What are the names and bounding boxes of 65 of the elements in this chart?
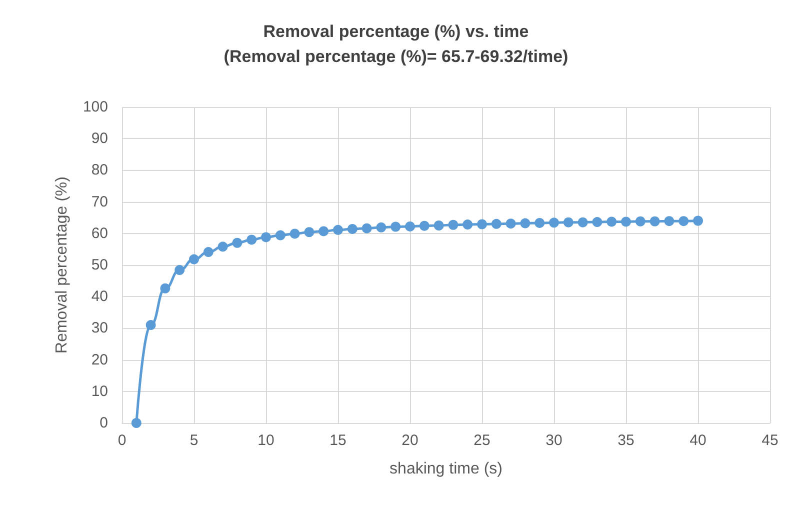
point	[419, 220, 430, 231]
point	[434, 220, 444, 230]
point	[376, 222, 386, 232]
point	[534, 218, 545, 228]
x-tick-label: 5	[190, 432, 198, 449]
point	[232, 238, 242, 248]
y-tick-label: 30	[91, 320, 108, 337]
x-tick-label: 35	[618, 432, 634, 449]
x-tick-label: 20	[402, 432, 418, 449]
y-tick-label: 60	[91, 224, 108, 242]
y-tick-label: 80	[91, 162, 108, 179]
x-tick-label: 15	[330, 432, 346, 449]
point	[664, 216, 674, 226]
y-tick-label: 10	[91, 382, 108, 400]
point	[506, 218, 516, 229]
point	[405, 221, 415, 232]
point	[246, 234, 257, 245]
point	[448, 220, 458, 230]
y-tick-label: 0	[100, 414, 108, 432]
x-tick-label: 45	[762, 432, 778, 449]
y-tick-label: 90	[91, 130, 108, 148]
point	[693, 216, 703, 226]
point	[477, 219, 487, 230]
point	[189, 254, 199, 264]
x-tick-label: 0	[118, 432, 126, 449]
x-tick-label: 40	[690, 432, 706, 449]
x-tick-label: 10	[258, 432, 274, 449]
point	[563, 217, 574, 228]
y-tick-label: 70	[91, 193, 108, 210]
chart-subtitle: (Removal percentage (%)= 65.7-69.32/time)	[224, 47, 568, 66]
point	[333, 224, 343, 235]
point	[578, 217, 588, 228]
point	[520, 218, 530, 228]
point	[491, 218, 502, 229]
y-tick-label: 40	[91, 288, 108, 306]
point	[606, 216, 617, 227]
point	[174, 265, 185, 276]
x-tick-label: 30	[546, 432, 562, 449]
point	[549, 218, 559, 228]
point	[131, 418, 142, 428]
point	[203, 247, 214, 258]
point	[390, 222, 401, 232]
point	[275, 230, 286, 240]
point	[678, 216, 689, 226]
point	[462, 220, 473, 230]
y-axis-title: Removal percentage (%)	[54, 176, 70, 354]
point	[160, 283, 170, 294]
chart-title: Removal percentage (%) vs. time	[263, 22, 529, 41]
point	[347, 224, 358, 234]
point	[218, 242, 228, 252]
point	[650, 216, 660, 226]
point	[304, 227, 314, 238]
point	[318, 226, 329, 236]
point	[261, 232, 271, 242]
point	[621, 216, 631, 227]
y-tick-label: 50	[91, 256, 108, 274]
point	[146, 320, 156, 330]
point	[592, 217, 602, 228]
y-tick-label: 20	[91, 351, 108, 368]
y-tick-label: 100	[82, 98, 108, 116]
x-tick-label: 25	[474, 432, 490, 449]
point	[635, 216, 646, 226]
point	[290, 228, 300, 239]
x-axis-title: shaking time (s)	[390, 460, 502, 478]
point	[362, 223, 372, 234]
